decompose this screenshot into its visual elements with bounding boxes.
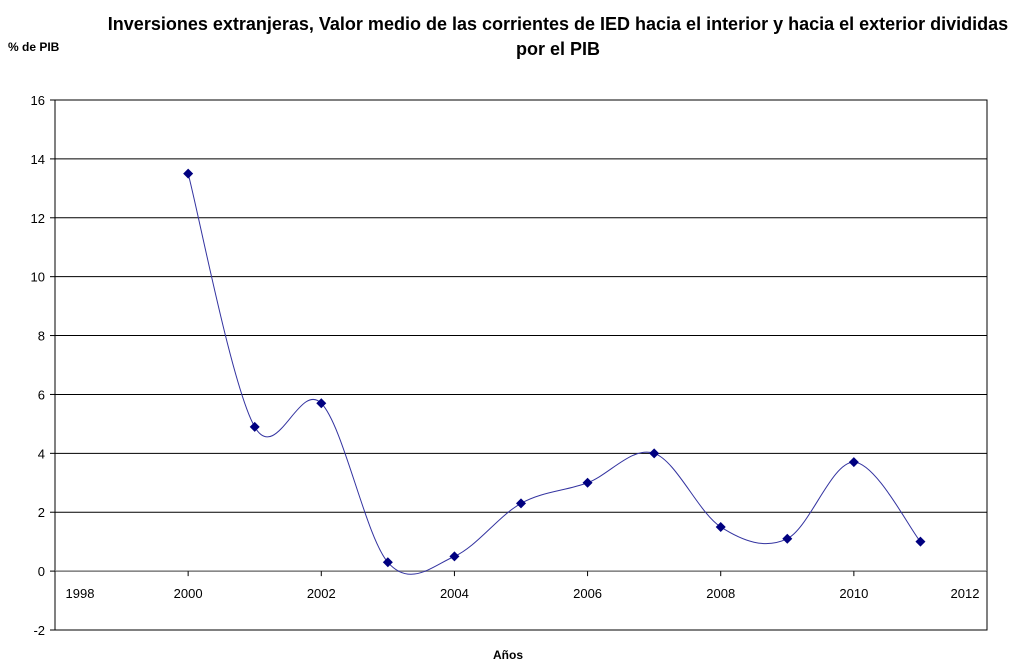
x-tick-label: 2010 bbox=[839, 586, 868, 601]
data-point bbox=[382, 557, 393, 568]
data-point bbox=[649, 448, 660, 459]
data-point bbox=[582, 477, 593, 488]
x-tick-label: 2000 bbox=[174, 586, 203, 601]
y-tick-label: 8 bbox=[38, 329, 45, 344]
data-point bbox=[249, 421, 260, 432]
y-axis-label: % de PIB bbox=[8, 40, 60, 54]
x-tick-label: 2006 bbox=[573, 586, 602, 601]
x-tick-label: 1998 bbox=[66, 586, 95, 601]
data-point bbox=[782, 533, 793, 544]
data-point bbox=[449, 551, 460, 562]
y-tick-label: -2 bbox=[33, 623, 45, 638]
x-tick-label: 2008 bbox=[706, 586, 735, 601]
y-tick-label: 0 bbox=[38, 564, 45, 579]
x-tick-label: 2002 bbox=[307, 586, 336, 601]
y-tick-label: 10 bbox=[31, 270, 45, 285]
y-tick-label: 14 bbox=[31, 152, 45, 167]
data-point bbox=[848, 457, 859, 468]
data-point bbox=[183, 168, 194, 179]
x-tick-label: 2004 bbox=[440, 586, 469, 601]
x-tick-label: 2012 bbox=[951, 586, 980, 601]
data-point bbox=[715, 521, 726, 532]
data-point bbox=[516, 498, 526, 509]
series-line bbox=[187, 173, 921, 575]
data-point bbox=[915, 536, 926, 547]
y-tick-label: 2 bbox=[38, 505, 45, 520]
y-tick-label: 4 bbox=[38, 446, 45, 461]
y-tick-label: 12 bbox=[31, 211, 45, 226]
y-tick-label: 6 bbox=[38, 387, 45, 402]
y-tick-label: 16 bbox=[31, 93, 45, 108]
chart-title: Inversiones extranjeras, Valor medio de … bbox=[107, 14, 1009, 59]
data-point bbox=[316, 398, 327, 409]
x-axis-label: Años bbox=[493, 648, 523, 662]
plot-frame bbox=[54, 99, 988, 631]
